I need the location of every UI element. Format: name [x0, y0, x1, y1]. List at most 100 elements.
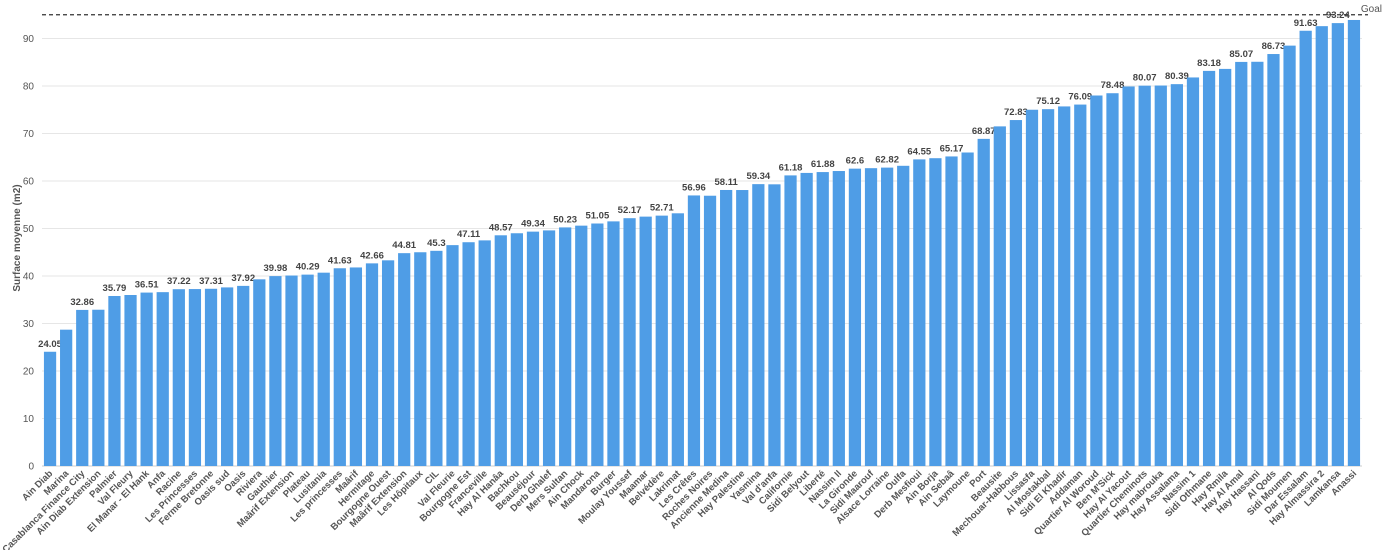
bar [253, 279, 266, 466]
bar [92, 309, 105, 466]
y-tick-label: 90 [23, 34, 35, 45]
value-label: 56.96 [682, 182, 706, 193]
y-tick-label: 30 [23, 319, 35, 330]
y-tick-label: 70 [23, 129, 35, 140]
bar [1299, 30, 1312, 466]
y-tick-label: 40 [23, 272, 35, 283]
value-label: 75.12 [1036, 96, 1060, 107]
bar [542, 230, 556, 466]
value-label: 48.57 [489, 222, 513, 233]
bar [1138, 85, 1151, 466]
value-label: 36.51 [135, 280, 159, 291]
y-tick-label: 50 [23, 224, 35, 235]
bar [800, 172, 813, 467]
bar [349, 267, 363, 466]
value-label: 50.23 [553, 214, 577, 225]
bar [961, 152, 974, 466]
y-tick-label: 60 [23, 177, 35, 188]
bar [204, 288, 218, 466]
bar [317, 272, 330, 466]
value-label: 68.87 [972, 126, 996, 137]
value-label: 42.66 [360, 250, 384, 261]
bar [720, 189, 733, 467]
bar [848, 168, 862, 466]
bar [768, 184, 781, 466]
y-tick-label: 80 [23, 82, 35, 93]
bar [285, 275, 298, 466]
bar [1122, 86, 1135, 466]
value-label: 59.34 [746, 171, 770, 182]
bar [1315, 26, 1328, 467]
y-tick-label: 0 [28, 462, 34, 473]
bar [269, 276, 282, 466]
y-tick-label: 20 [23, 367, 35, 378]
bar [1154, 85, 1167, 467]
value-label: 39.98 [264, 263, 288, 274]
value-label: 32.86 [70, 297, 94, 308]
value-label: 91.63 [1294, 18, 1318, 29]
bar [816, 172, 829, 466]
bar [945, 156, 958, 466]
bar [784, 175, 797, 466]
value-label: 61.88 [811, 159, 835, 170]
goal-label: Goal [1361, 4, 1382, 15]
bar [1347, 19, 1361, 466]
value-label: 37.22 [167, 276, 191, 287]
bar [430, 250, 443, 466]
bar [736, 190, 749, 466]
bar [333, 268, 346, 466]
value-label: 61.18 [779, 162, 803, 173]
bar [703, 195, 717, 466]
bar [977, 138, 990, 466]
bar [655, 215, 668, 466]
bar [1041, 109, 1055, 467]
bar [1074, 104, 1087, 466]
bar [752, 184, 765, 466]
bar [510, 233, 523, 466]
value-label: 62.82 [875, 155, 899, 166]
value-label: 24.05 [38, 339, 62, 350]
value-label: 86.73 [1262, 41, 1286, 52]
bar [993, 126, 1006, 466]
bar [381, 260, 395, 466]
bar [76, 309, 89, 466]
bar [1267, 54, 1280, 466]
bar [1251, 61, 1264, 467]
bar [607, 221, 620, 466]
bar [124, 295, 137, 466]
value-label: 37.31 [199, 276, 223, 287]
bar [575, 225, 588, 466]
bar [1202, 70, 1216, 467]
bar [462, 242, 475, 466]
bar [446, 245, 459, 466]
bar [687, 195, 701, 466]
bar [526, 231, 540, 466]
value-label: 72.83 [1004, 107, 1028, 118]
value-label: 41.63 [328, 255, 352, 266]
value-label: 93.24 [1326, 10, 1350, 21]
value-label: 65.17 [940, 143, 964, 154]
bar [478, 240, 491, 466]
bar [365, 263, 379, 466]
bar [1170, 84, 1183, 467]
bar [1186, 77, 1200, 466]
bar [188, 289, 202, 466]
bar [60, 329, 73, 466]
bar [929, 158, 942, 466]
value-label: 52.71 [650, 203, 674, 214]
bar [1025, 109, 1039, 466]
value-label: 45.3 [427, 238, 446, 249]
bar [494, 235, 507, 466]
bar [591, 223, 604, 466]
bar [156, 292, 169, 466]
y-axis-title: Surface moyenne (m2) [12, 184, 23, 291]
value-label: 76.09 [1068, 92, 1092, 103]
value-label: 80.39 [1165, 71, 1189, 82]
value-label: 44.81 [392, 240, 416, 251]
bar [913, 159, 926, 466]
bar [623, 218, 636, 466]
bar [1009, 120, 1023, 467]
bar [1090, 95, 1103, 466]
bar [639, 216, 652, 466]
